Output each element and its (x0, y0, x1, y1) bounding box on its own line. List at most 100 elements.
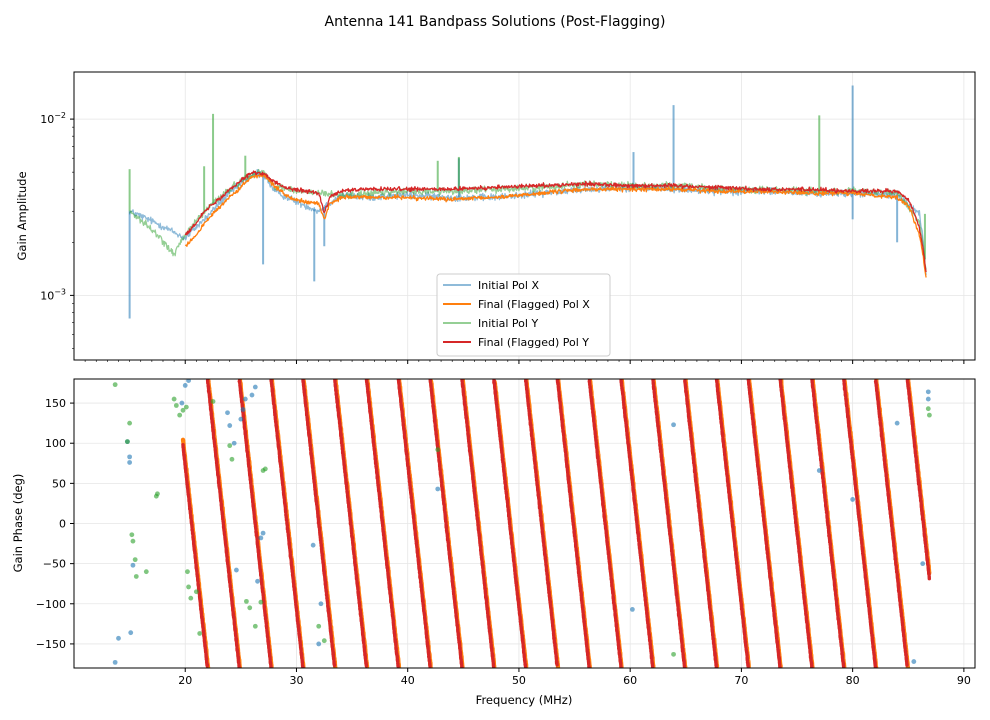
phase-series-1-point (185, 569, 190, 575)
legend-item-initial-pol-y: Initial Pol Y (443, 317, 538, 330)
svg-text:Initial Pol X: Initial Pol X (478, 279, 539, 292)
phase-y-label: Gain Phase (deg) (11, 474, 25, 573)
phase-series-1-point (193, 589, 199, 595)
phase-series-1-point (112, 382, 118, 388)
svg-text:Final (Flagged) Pol Y: Final (Flagged) Pol Y (478, 336, 589, 349)
phase-series-0-point (127, 454, 133, 460)
amplitude-panel: 10−310−2 Gain Amplitude Initial Pol X Fi… (15, 71, 976, 364)
x-tick-label: 90 (957, 674, 971, 687)
x-tick-label: 30 (289, 674, 303, 687)
phase-series-1-point (133, 574, 139, 579)
amp-y-tick-base: 10 (40, 113, 54, 126)
phase-series-0-point (629, 606, 635, 612)
phase-series-1-point (229, 456, 235, 462)
phase-series-0-point (252, 384, 258, 390)
phase-series-1-point (130, 538, 136, 544)
phase-series-1-point (435, 447, 441, 453)
x-tick-label: 20 (178, 674, 192, 687)
phase-series-1-point (127, 420, 133, 426)
svg-text:Initial Pol Y: Initial Pol Y (478, 317, 538, 330)
x-tick-label: 80 (846, 674, 860, 687)
phase-series-0-point (112, 659, 118, 665)
phase-series-1-point (132, 557, 138, 563)
phase-series-1-point (926, 412, 932, 418)
amp-y-tick-label: 10−2 (40, 111, 66, 126)
x-tick-label: 60 (623, 674, 637, 687)
phase-panel: 20 30 40 50 60 70 80 90 −150 −100 −50 0 50 100 150 Gai… (11, 378, 976, 707)
phase-series-1-point (143, 569, 149, 575)
phase-y-tick-label: 0 (59, 518, 66, 531)
phase-series-0-point (238, 416, 244, 422)
phase-series-0-point (310, 542, 316, 548)
phase-series-0-point (240, 407, 246, 412)
amp-series-3-line (184, 170, 927, 273)
phase-series-0-point (925, 396, 931, 402)
amp-series-2-line (128, 168, 927, 270)
phase-y-tick-label: −50 (43, 558, 66, 571)
legend-box (436, 273, 611, 357)
phase-series-1-point (153, 493, 159, 499)
phase-y-tick-label: 150 (45, 397, 66, 410)
phase-series-1-point (180, 407, 186, 413)
phase-series-1-point (171, 396, 177, 402)
phase-series-1-point (252, 623, 258, 629)
phase-y-tick-label: −150 (36, 638, 66, 651)
amp-y-tick-exponent: −2 (54, 111, 66, 120)
phase-series-0-point (850, 497, 856, 502)
phase-final-pol-y-band (181, 379, 931, 668)
phase-series-1-point (188, 595, 194, 601)
phase-series-1-point (244, 598, 249, 604)
amp-y-tick-exponent: −3 (54, 287, 66, 296)
phase-series-0-point (182, 383, 188, 388)
legend-item-final-pol-y: Final (Flagged) Pol Y (443, 336, 589, 349)
phase-series-0-point (186, 379, 191, 384)
phase-series-0-point (127, 460, 133, 465)
phase-series-0-point (671, 422, 676, 428)
phase-series-0-point (128, 630, 134, 636)
amp-series-1-line (185, 172, 927, 278)
phase-series-1-point (183, 404, 189, 410)
phase-series-0-point (260, 530, 266, 536)
phase-ticks: 20 30 40 50 60 70 80 90 −150 −100 −50 0 50 100 150 (36, 397, 971, 687)
amplitude-ticks: 10−310−2 (40, 111, 965, 364)
phase-series-0-point (225, 410, 230, 416)
phase-series-1-point (925, 406, 931, 412)
x-axis-label: Frequency (MHz) (476, 693, 573, 707)
phase-y-tick-label: −100 (36, 598, 66, 611)
phase-series-0-point (816, 468, 822, 473)
phase-series-1-point (321, 638, 327, 644)
phase-series-0-point (130, 562, 136, 568)
x-tick-label: 40 (401, 674, 415, 687)
phase-series-1-point (186, 584, 191, 590)
phase-series-0-point (231, 440, 237, 446)
phase-series-0-point (227, 423, 233, 428)
phase-series-0-point (435, 486, 441, 492)
amp-y-tick-label: 10−3 (40, 287, 66, 302)
phase-y-tick-label: 50 (52, 477, 66, 490)
phase-series-0-point (116, 635, 121, 641)
phase-series-0-point (894, 420, 900, 426)
phase-series-0-point (318, 601, 324, 607)
phase-series-0-point (925, 389, 931, 395)
phase-series-1-point (173, 403, 179, 408)
legend-item-initial-pol-x: Initial Pol X (443, 279, 539, 292)
phase-series-1-point (197, 631, 203, 636)
phase-series-1-point (671, 651, 676, 657)
phase-series-1-point (262, 466, 268, 472)
x-tick-label: 70 (734, 674, 748, 687)
amplitude-axes-frame (73, 71, 976, 361)
phase-series-0-point (255, 578, 260, 584)
amplitude-series (128, 85, 927, 319)
phase-series-1-point (177, 412, 183, 418)
svg-text:Final (Flagged) Pol X: Final (Flagged) Pol X (478, 298, 590, 311)
phase-series-1-point (316, 623, 322, 629)
figure-title: Antenna 141 Bandpass Solutions (Post-Fla… (325, 14, 666, 30)
phase-series-1-point (124, 439, 130, 445)
phase-series-1-point (227, 443, 233, 449)
phase-series-0-point (258, 535, 264, 541)
phase-series-1-point (247, 605, 253, 611)
phase-series (112, 379, 932, 668)
phase-series-1-point (129, 532, 135, 538)
phase-series-0-point (249, 392, 255, 398)
